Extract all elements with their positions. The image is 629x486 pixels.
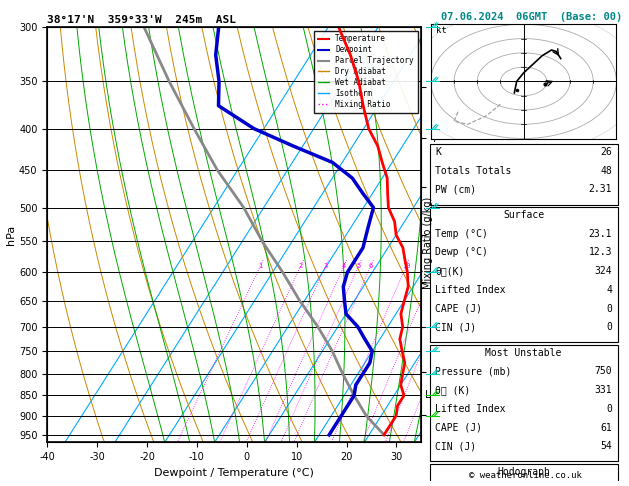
- Text: 3: 3: [323, 263, 328, 269]
- Text: 54: 54: [600, 441, 612, 451]
- Text: 48: 48: [600, 166, 612, 176]
- Text: kt: kt: [435, 26, 446, 35]
- Text: Hodograph: Hodograph: [497, 467, 550, 477]
- Text: 07.06.2024  06GMT  (Base: 00): 07.06.2024 06GMT (Base: 00): [441, 12, 622, 22]
- Text: Most Unstable: Most Unstable: [486, 348, 562, 358]
- Text: 4: 4: [606, 285, 612, 295]
- Text: CIN (J): CIN (J): [435, 441, 477, 451]
- Text: PW (cm): PW (cm): [435, 185, 477, 194]
- Text: 6: 6: [369, 263, 373, 269]
- Text: 0: 0: [606, 404, 612, 414]
- Y-axis label: hPa: hPa: [6, 225, 16, 244]
- Y-axis label: km
ASL: km ASL: [440, 226, 462, 243]
- Text: Surface: Surface: [503, 210, 544, 220]
- FancyBboxPatch shape: [430, 464, 618, 486]
- Text: Temp (°C): Temp (°C): [435, 229, 488, 239]
- Text: 4: 4: [342, 263, 346, 269]
- Text: CIN (J): CIN (J): [435, 322, 477, 332]
- Text: 26: 26: [600, 147, 612, 157]
- Text: 61: 61: [600, 423, 612, 433]
- Text: Dewp (°C): Dewp (°C): [435, 247, 488, 258]
- Text: 324: 324: [594, 266, 612, 276]
- Legend: Temperature, Dewpoint, Parcel Trajectory, Dry Adiabat, Wet Adiabat, Isotherm, Mi: Temperature, Dewpoint, Parcel Trajectory…: [314, 31, 418, 113]
- X-axis label: Dewpoint / Temperature (°C): Dewpoint / Temperature (°C): [154, 468, 314, 478]
- Text: 331: 331: [594, 385, 612, 395]
- Text: 0: 0: [606, 322, 612, 332]
- Text: © weatheronline.co.uk: © weatheronline.co.uk: [469, 471, 582, 480]
- Text: 5: 5: [357, 263, 360, 269]
- FancyBboxPatch shape: [430, 208, 618, 342]
- Text: Mixing Ratio (g/kg): Mixing Ratio (g/kg): [423, 197, 433, 289]
- Text: Lifted Index: Lifted Index: [435, 285, 506, 295]
- Text: 1: 1: [258, 263, 262, 269]
- Text: 12.3: 12.3: [588, 247, 612, 258]
- Text: Pressure (mb): Pressure (mb): [435, 366, 512, 377]
- Text: 23.1: 23.1: [588, 229, 612, 239]
- Text: θᴇ (K): θᴇ (K): [435, 385, 470, 395]
- Text: 2: 2: [298, 263, 303, 269]
- Text: Totals Totals: Totals Totals: [435, 166, 512, 176]
- Text: LCL: LCL: [425, 390, 443, 399]
- FancyBboxPatch shape: [430, 144, 618, 205]
- Text: CAPE (J): CAPE (J): [435, 304, 482, 313]
- Text: K: K: [435, 147, 442, 157]
- Text: 38°17'N  359°33'W  245m  ASL: 38°17'N 359°33'W 245m ASL: [47, 15, 236, 25]
- Text: Lifted Index: Lifted Index: [435, 404, 506, 414]
- FancyBboxPatch shape: [430, 345, 618, 461]
- Text: 750: 750: [594, 366, 612, 377]
- Text: 10: 10: [402, 263, 410, 269]
- Text: 0: 0: [606, 304, 612, 313]
- Text: 2.31: 2.31: [588, 185, 612, 194]
- Text: θᴇ(K): θᴇ(K): [435, 266, 465, 276]
- Text: CAPE (J): CAPE (J): [435, 423, 482, 433]
